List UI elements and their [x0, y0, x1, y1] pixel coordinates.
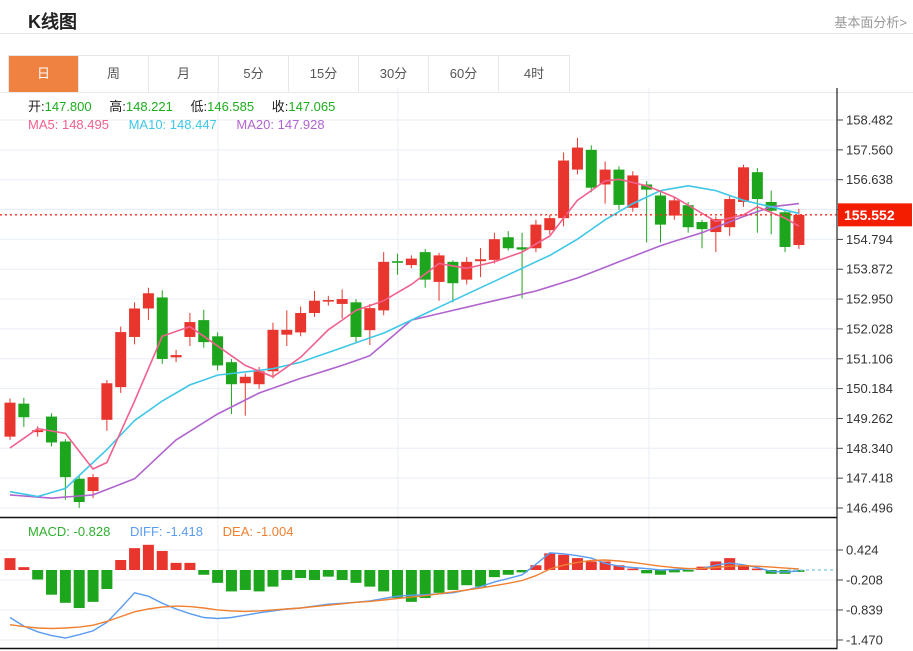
close-label: 收: [271, 99, 289, 114]
svg-text:147.418: 147.418 [846, 471, 893, 486]
high-label: 高: [109, 99, 126, 114]
title-divider [0, 33, 913, 34]
tab-5min[interactable]: 5分 [219, 56, 289, 92]
svg-text:151.106: 151.106 [846, 351, 893, 366]
close-value: 147.065 [288, 99, 336, 114]
fundamental-analysis-link[interactable]: 基本面分析> [834, 15, 907, 30]
ma10-legend: MA10: 148.447 [128, 117, 217, 132]
diff-legend: DIFF: -1.418 [130, 524, 204, 539]
svg-text:158.482: 158.482 [846, 113, 893, 128]
tab-month[interactable]: 月 [149, 56, 219, 92]
open-label: 开: [28, 99, 45, 114]
tab-15min[interactable]: 15分 [289, 56, 359, 92]
svg-text:146.496: 146.496 [846, 500, 893, 515]
svg-text:149.262: 149.262 [846, 411, 893, 426]
page-title: K线图 [28, 12, 77, 32]
tabbar-underline [0, 92, 913, 93]
svg-text:-0.839: -0.839 [846, 603, 883, 618]
macd-legend: MACD: -0.828 [28, 524, 111, 539]
period-tabbar: 日 周 月 5分 15分 30分 60分 4时 [8, 55, 570, 93]
svg-text:157.560: 157.560 [846, 142, 893, 157]
svg-text:156.638: 156.638 [846, 172, 893, 187]
ohlc-info-row: 开:147.800 高:148.221 低:146.585 收:147.065 [28, 96, 349, 115]
tab-4hour[interactable]: 4时 [523, 66, 545, 81]
macd-info-row: MACD: -0.828 DIFF: -1.418 DEA: -1.004 [28, 524, 309, 539]
ma20-legend: MA20: 147.928 [236, 117, 325, 132]
kline-chart[interactable]: 158.482157.560156.638155.716154.794153.8… [0, 88, 913, 651]
low-label: 低: [190, 99, 208, 114]
svg-text:-0.208: -0.208 [846, 573, 883, 588]
svg-text:0.424: 0.424 [846, 543, 879, 558]
tab-60min[interactable]: 60分 [429, 56, 499, 92]
svg-text:153.872: 153.872 [846, 262, 893, 277]
high-value: 148.221 [125, 99, 173, 114]
ma-info-row: MA5: 148.495 MA10: 148.447 MA20: 147.928 [28, 117, 341, 132]
svg-text:-1.470: -1.470 [846, 633, 883, 648]
svg-text:152.950: 152.950 [846, 292, 893, 307]
tab-day[interactable]: 日 [9, 56, 79, 92]
svg-text:154.794: 154.794 [846, 232, 893, 247]
svg-text:152.028: 152.028 [846, 321, 893, 336]
low-value: 146.585 [207, 99, 255, 114]
open-value: 147.800 [44, 99, 92, 114]
svg-text:148.340: 148.340 [846, 441, 893, 456]
svg-text:150.184: 150.184 [846, 381, 893, 396]
tab-week[interactable]: 周 [79, 56, 149, 92]
ma5-legend: MA5: 148.495 [28, 117, 109, 132]
dea-legend: DEA: -1.004 [222, 524, 294, 539]
current-price-badge: 155.552 [844, 207, 895, 223]
tab-30min[interactable]: 30分 [359, 56, 429, 92]
